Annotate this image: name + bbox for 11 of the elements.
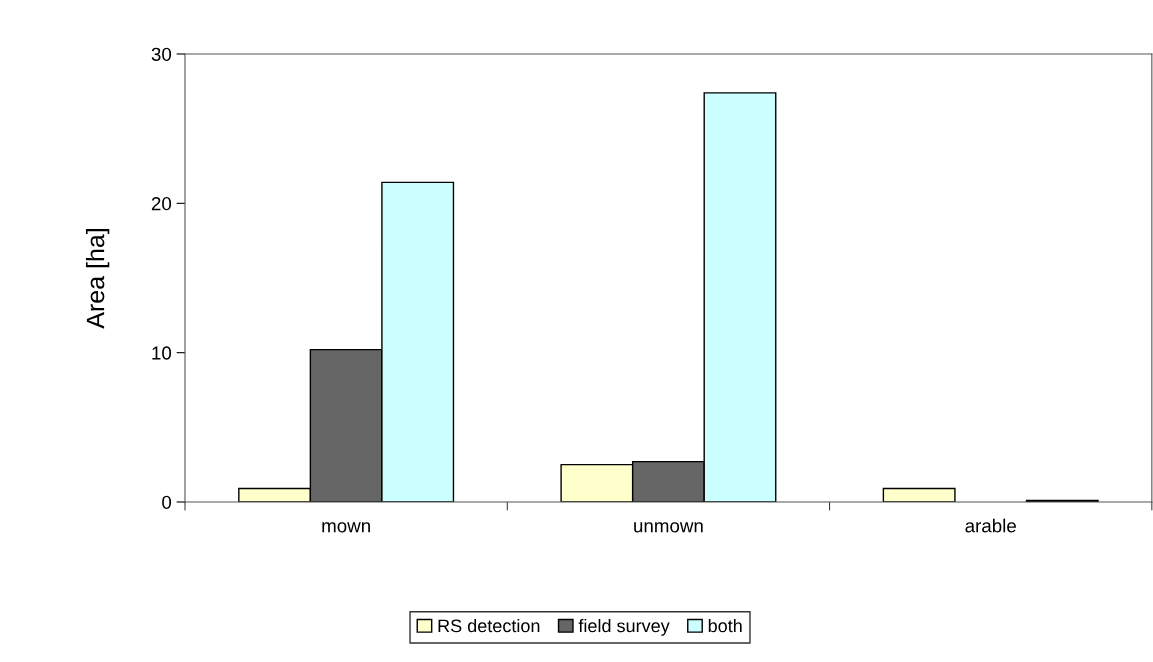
legend-label: RS detection: [438, 618, 540, 633]
y-axis-title: Area [ha]: [85, 229, 110, 329]
y-tick-label: 0: [162, 495, 172, 509]
y-tick-label: 10: [152, 346, 172, 360]
y-tick-label: 30: [151, 47, 172, 61]
legend-label: both: [708, 618, 742, 633]
y-tick-label: 20: [151, 197, 172, 211]
x-tick-label: unmown: [634, 522, 703, 533]
x-tick-label: arable: [965, 518, 1016, 533]
legend-label: field survey: [578, 618, 670, 636]
x-tick-label: mown: [322, 522, 370, 533]
